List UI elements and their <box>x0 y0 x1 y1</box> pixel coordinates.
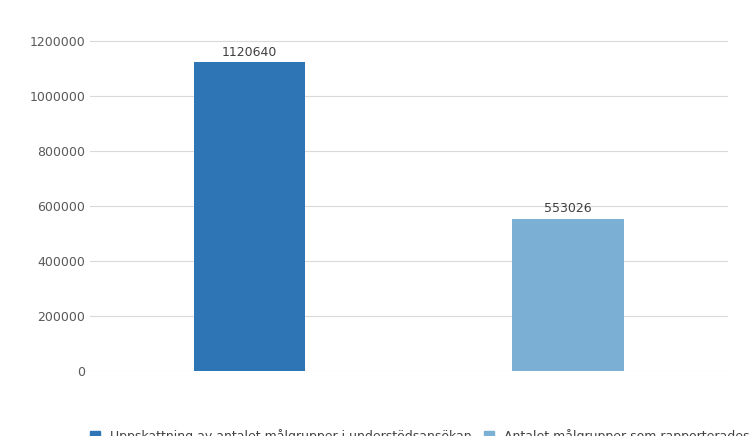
Text: 1120640: 1120640 <box>222 46 277 59</box>
Legend: Uppskattning av antalet målgrupper i understödsansökan, Antalet målgrupper som r: Uppskattning av antalet målgrupper i und… <box>90 429 750 436</box>
Text: 553026: 553026 <box>544 202 592 215</box>
Bar <box>512 218 624 371</box>
Bar <box>194 62 305 371</box>
